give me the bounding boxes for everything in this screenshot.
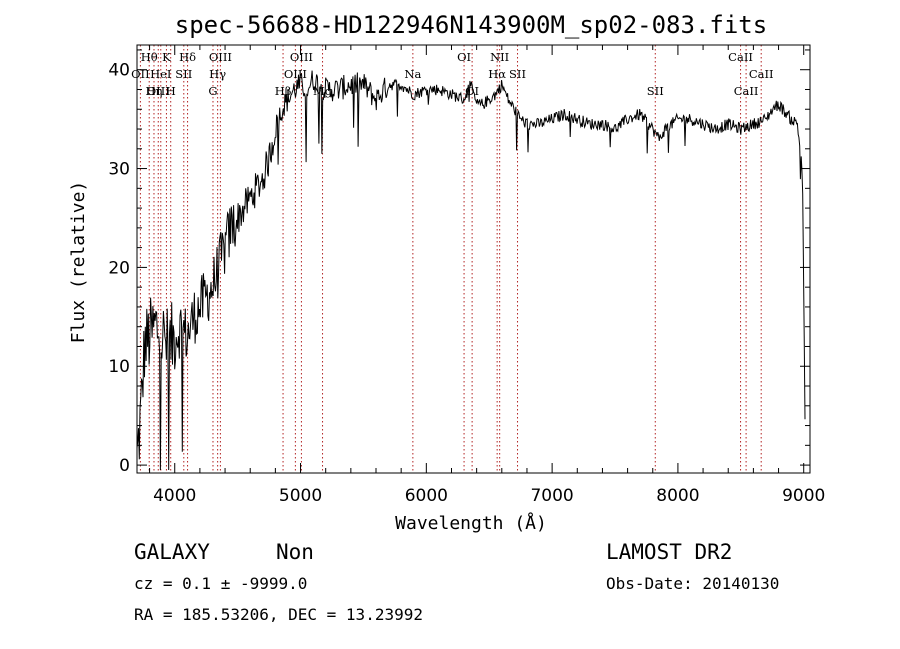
x-tick-label: 5000 bbox=[279, 486, 322, 506]
coordinates-text: RA = 185.53206, DEC = 13.23992 bbox=[134, 605, 423, 624]
x-tick-label: 8000 bbox=[656, 486, 699, 506]
spectral-line-label: Hη bbox=[146, 84, 163, 98]
y-tick-label: 0 bbox=[119, 456, 130, 476]
y-axis-ticks: 0 10 20 30 40 bbox=[108, 49, 810, 476]
x-axis-ticks: 4000 5000 6000 7000 8000 9000 bbox=[149, 45, 825, 506]
plot-frame bbox=[136, 44, 811, 474]
y-tick-label: 40 bbox=[108, 61, 130, 81]
object-class: GALAXY bbox=[134, 540, 210, 564]
spectral-line-label: OIII bbox=[147, 84, 170, 98]
y-axis-label: Flux (relative) bbox=[68, 181, 89, 344]
spectral-line-label: G bbox=[208, 84, 217, 98]
chart-title: spec-56688-HD122946N143900M_sp02-083.fit… bbox=[175, 11, 767, 39]
obs-date-text: Obs-Date: 20140130 bbox=[606, 574, 779, 593]
spectral-line-label: OIII bbox=[209, 50, 232, 64]
x-axis-label: Wavelength (Å) bbox=[395, 512, 547, 534]
spectral-line-label: Hδ bbox=[179, 50, 196, 64]
y-tick-label: 30 bbox=[108, 160, 130, 180]
redshift-text: cz = 0.1 ± -9999.0 bbox=[134, 574, 307, 593]
spectral-line-label: SII bbox=[509, 67, 526, 81]
spectrum-line bbox=[136, 70, 806, 471]
spectral-line-label: Hγ bbox=[209, 67, 226, 81]
spectral-line-label: NII bbox=[490, 50, 509, 64]
spectral-line-label: OII bbox=[131, 67, 150, 81]
spectral-line-label: HeI bbox=[150, 67, 171, 81]
y-tick-label: 10 bbox=[108, 357, 130, 377]
spectral-line-label: CaII bbox=[749, 67, 774, 81]
spectral-line-label: K bbox=[162, 50, 171, 64]
x-tick-label: 6000 bbox=[405, 486, 448, 506]
spectral-line-label: H bbox=[166, 84, 176, 98]
spectral-line-label: Hβ bbox=[275, 84, 292, 98]
spectral-line-label: SII bbox=[175, 67, 192, 81]
spectral-line-label: Hα bbox=[488, 67, 506, 81]
spectral-line-label: Na bbox=[404, 67, 421, 81]
spectral-line-label: OI bbox=[457, 50, 471, 64]
spectral-line-label: CaII bbox=[728, 50, 753, 64]
spectral-line-markers bbox=[139, 45, 762, 473]
y-tick-label: 20 bbox=[108, 258, 130, 278]
spectral-line-label: Hθ bbox=[141, 50, 158, 64]
x-tick-label: 7000 bbox=[530, 486, 573, 506]
object-subclass: Non bbox=[276, 540, 314, 564]
spectral-line-label: OIII bbox=[284, 67, 307, 81]
spectral-line-label: SII bbox=[647, 84, 664, 98]
spectral-line-label: OIII bbox=[290, 50, 313, 64]
spectral-line-label: CaII bbox=[734, 84, 759, 98]
x-tick-label: 9000 bbox=[782, 486, 825, 506]
survey-name: LAMOST DR2 bbox=[606, 540, 732, 564]
x-tick-label: 4000 bbox=[153, 486, 196, 506]
